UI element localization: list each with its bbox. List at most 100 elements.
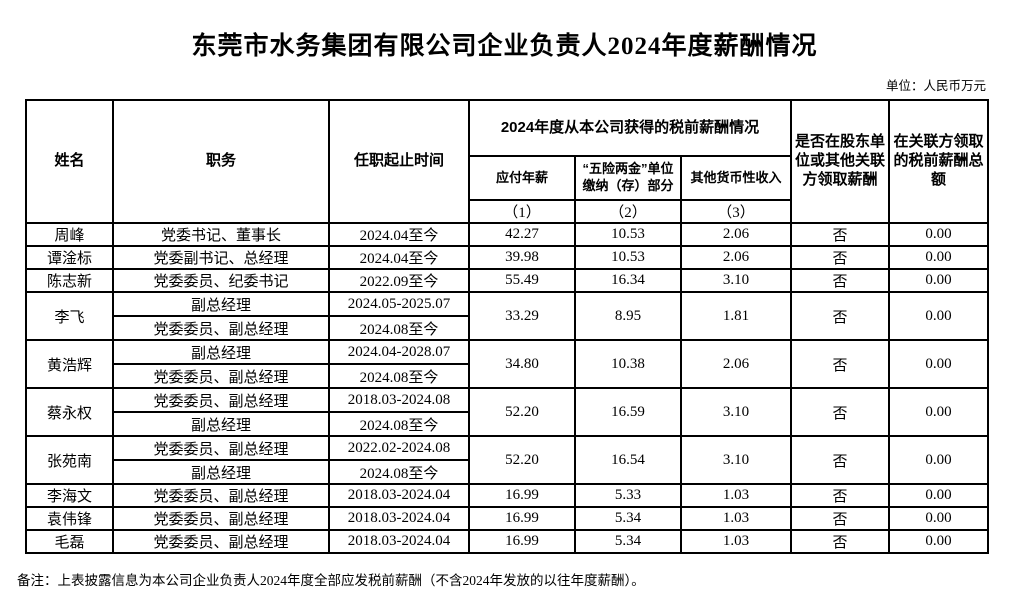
name-cell: 周峰 xyxy=(25,222,114,247)
table-header: 姓名 职务 任职起止时间 2024年度从本公司获得的税前薪酬情况 是否在股东单位… xyxy=(25,99,989,224)
table-row: 周峰 党委书记、董事长 2024.04至今 42.27 10.53 2.06 否 0.00 xyxy=(25,222,989,247)
insurance-cell: 5.34 xyxy=(574,529,682,554)
other-income-cell: 2.06 xyxy=(680,339,792,389)
annual-salary-cell: 55.49 xyxy=(468,268,576,293)
column-header-term: 任职起止时间 xyxy=(328,99,470,224)
table-row: 党委委员、副总经理 2024.08至今 xyxy=(26,363,988,389)
name-cell: 谭淦标 xyxy=(25,245,114,270)
page-title: 东莞市水务集团有限公司企业负责人2024年度薪酬情况 xyxy=(191,33,818,60)
related-total-cell: 0.00 xyxy=(888,291,989,341)
related-party-cell: 否 xyxy=(790,291,890,341)
position-cell: 党委委员、副总经理 xyxy=(112,435,330,461)
salary-table-body: 周峰 党委书记、董事长 2024.04至今 42.27 10.53 2.06 否 0.00 谭淦… xyxy=(25,222,989,554)
term-cell: 2024.05-2025.07 xyxy=(328,291,470,317)
related-total-cell: 0.00 xyxy=(888,529,989,554)
table-row: 毛磊 党委委员、副总经理 2018.03-2024.04 16.99 5.34 1.03 否… xyxy=(25,529,989,554)
annual-salary-cell: 42.27 xyxy=(468,222,576,247)
column-header-position: 职务 xyxy=(112,99,330,224)
table-row: 副总经理 2024.08至今 xyxy=(26,411,988,437)
position-cell: 副总经理 xyxy=(112,459,330,485)
annual-salary-cell: 33.29 xyxy=(468,291,576,341)
related-party-cell: 否 xyxy=(790,506,890,531)
term-cell: 2024.08至今 xyxy=(328,411,470,437)
salary-table: 姓名 职务 任职起止时间 2024年度从本公司获得的税前薪酬情况 是否在股东单位… xyxy=(25,99,989,554)
name-cell: 李海文 xyxy=(25,483,114,508)
name-cell: 蔡永权 xyxy=(25,387,114,437)
position-cell: 党委委员、副总经理 xyxy=(112,483,330,508)
name-cell: 毛磊 xyxy=(25,529,114,554)
column-header-related-party-question: 是否在股东单位或其他关联方领取薪酬 xyxy=(790,99,890,224)
position-cell: 党委委员、副总经理 xyxy=(112,387,330,413)
annual-salary-cell: 16.99 xyxy=(468,483,576,508)
table-row: 李海文 党委委员、副总经理 2018.03-2024.04 16.99 5.33 1.03… xyxy=(25,483,989,508)
table-row: 党委委员、副总经理 2024.08至今 xyxy=(26,315,988,341)
related-total-cell: 0.00 xyxy=(888,245,989,270)
column-header-annual-salary: 应付年薪 xyxy=(468,155,576,201)
table-row: 李飞 副总经理 2024.05-2025.07 33.29 8.95 1.81 否 0.00 xyxy=(25,291,989,341)
other-income-cell: 1.03 xyxy=(680,529,792,554)
position-cell: 党委委员、副总经理 xyxy=(112,529,330,554)
annual-salary-cell: 39.98 xyxy=(468,245,576,270)
related-party-cell: 否 xyxy=(790,387,890,437)
annual-salary-cell: 52.20 xyxy=(468,387,576,437)
table-row: 陈志新 党委委员、纪委书记 2022.09至今 55.49 16.34 3.10 否 0.00 xyxy=(25,268,989,293)
position-cell: 副总经理 xyxy=(112,411,330,437)
related-party-cell: 否 xyxy=(790,268,890,293)
position-cell: 党委委员、副总经理 xyxy=(112,363,330,389)
position-cell: 副总经理 xyxy=(112,339,330,365)
related-total-cell: 0.00 xyxy=(888,435,989,485)
position-cell: 党委书记、董事长 xyxy=(112,222,330,247)
other-income-cell: 2.06 xyxy=(680,245,792,270)
term-cell: 2024.04至今 xyxy=(328,222,470,247)
annual-salary-cell: 16.99 xyxy=(468,529,576,554)
insurance-cell: 16.34 xyxy=(574,268,682,293)
insurance-cell: 16.54 xyxy=(574,435,682,485)
column-number-3: （3） xyxy=(680,199,792,224)
related-party-cell: 否 xyxy=(790,339,890,389)
term-cell: 2022.02-2024.08 xyxy=(328,435,470,461)
related-total-cell: 0.00 xyxy=(888,268,989,293)
name-cell: 陈志新 xyxy=(25,268,114,293)
related-party-cell: 否 xyxy=(790,483,890,508)
other-income-cell: 1.03 xyxy=(680,506,792,531)
unit-note: 单位：人民币万元 xyxy=(885,79,986,93)
insurance-cell: 8.95 xyxy=(574,291,682,341)
related-total-cell: 0.00 xyxy=(888,222,989,247)
position-cell: 党委副书记、总经理 xyxy=(112,245,330,270)
column-header-name: 姓名 xyxy=(25,99,114,224)
footnote: 备注：上表披露信息为本公司企业负责人2024年度全部应发税前薪酬（不含2024年… xyxy=(17,573,645,588)
annual-salary-cell: 34.80 xyxy=(468,339,576,389)
term-cell: 2024.08至今 xyxy=(328,315,470,341)
name-cell: 张苑南 xyxy=(25,435,114,485)
related-party-cell: 否 xyxy=(790,222,890,247)
name-cell: 李飞 xyxy=(25,291,114,341)
insurance-cell: 10.38 xyxy=(574,339,682,389)
column-header-related-party-total: 在关联方领取的税前薪酬总额 xyxy=(888,99,989,224)
term-cell: 2024.04至今 xyxy=(328,245,470,270)
other-income-cell: 3.10 xyxy=(680,435,792,485)
related-party-cell: 否 xyxy=(790,435,890,485)
term-cell: 2024.08至今 xyxy=(328,459,470,485)
position-cell: 党委委员、纪委书记 xyxy=(112,268,330,293)
table-row: 谭淦标 党委副书记、总经理 2024.04至今 39.98 10.53 2.06 否 0.00 xyxy=(25,245,989,270)
column-number-2: （2） xyxy=(574,199,682,224)
column-group-pretax-salary: 2024年度从本公司获得的税前薪酬情况 xyxy=(468,99,792,157)
term-cell: 2024.04-2028.07 xyxy=(328,339,470,365)
column-header-insurance: “五险两金”单位缴纳（存）部分 xyxy=(574,155,682,201)
related-party-cell: 否 xyxy=(790,529,890,554)
insurance-cell: 16.59 xyxy=(574,387,682,437)
other-income-cell: 1.03 xyxy=(680,483,792,508)
term-cell: 2018.03-2024.04 xyxy=(328,506,470,531)
table-row: 张苑南 党委委员、副总经理 2022.02-2024.08 52.20 16.54 3.1… xyxy=(25,435,989,485)
table-row: 黄浩辉 副总经理 2024.04-2028.07 34.80 10.38 2.06 否 0.0… xyxy=(25,339,989,389)
related-total-cell: 0.00 xyxy=(888,387,989,437)
other-income-cell: 3.10 xyxy=(680,387,792,437)
term-cell: 2018.03-2024.04 xyxy=(328,483,470,508)
name-cell: 袁伟锋 xyxy=(25,506,114,531)
related-total-cell: 0.00 xyxy=(888,339,989,389)
related-party-cell: 否 xyxy=(790,245,890,270)
insurance-cell: 5.34 xyxy=(574,506,682,531)
position-cell: 副总经理 xyxy=(112,291,330,317)
position-cell: 党委委员、副总经理 xyxy=(112,506,330,531)
term-cell: 2018.03-2024.08 xyxy=(328,387,470,413)
